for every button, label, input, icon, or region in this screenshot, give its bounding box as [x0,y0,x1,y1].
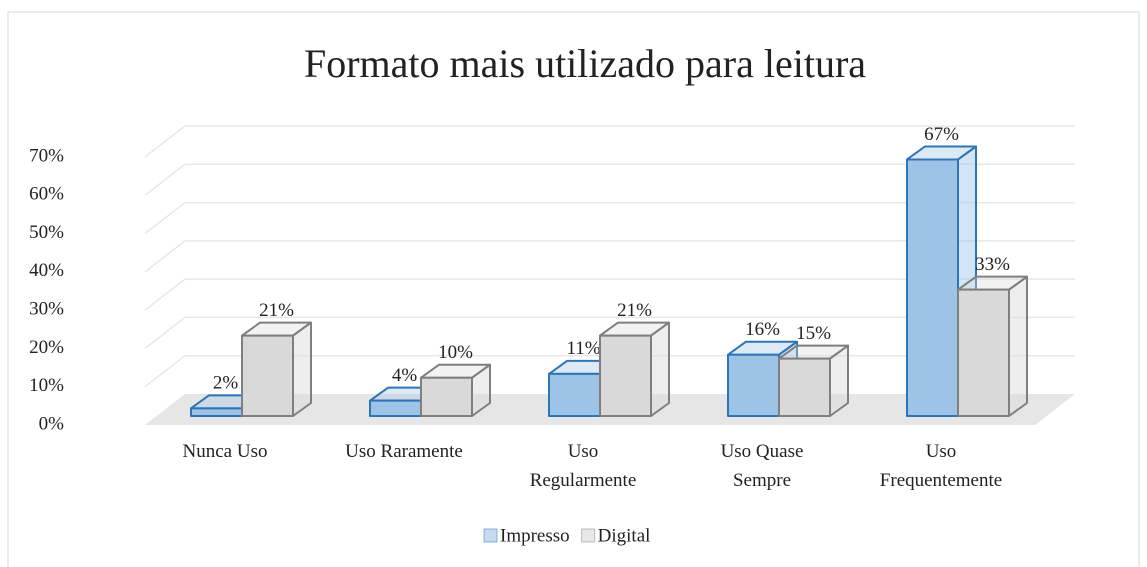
data-label: 15% [796,323,831,344]
y-tick-label: 0% [39,413,65,434]
bar-front [548,372,601,417]
bar-front [420,376,473,418]
legend-swatch [483,528,498,543]
data-label: 4% [392,365,418,386]
data-label: 16% [745,319,780,340]
bar-side [292,321,312,417]
y-tick-label: 20% [29,337,64,358]
bar-side [1008,275,1028,417]
bar [957,275,1028,417]
grid-line [144,201,1075,235]
grid-line [144,316,1075,350]
y-tick-label: 70% [29,145,64,166]
bar-front [906,158,959,417]
data-label: 21% [617,300,652,321]
bar-front [190,407,243,418]
bar [420,363,491,418]
bar-front [599,334,652,418]
grid-line [144,278,1075,311]
x-tick-label: Uso Regularmente [530,441,637,491]
x-tick-label: Uso Quase Sempre [721,441,804,491]
x-tick-label: Nunca Uso [183,441,268,462]
data-label: 11% [566,338,600,359]
legend-label: Impresso [500,525,570,546]
y-tick-label: 40% [29,260,64,281]
x-tick-label: Uso Frequentemente [880,441,1002,491]
bar [778,344,849,418]
bar-front [778,357,831,418]
y-tick-label: 50% [29,222,64,243]
data-label: 2% [213,373,239,394]
chart-title: Formato mais utilizado para leitura [304,41,866,86]
grid-line [144,125,1075,158]
bar [599,321,670,418]
grid-line [144,240,1075,273]
bar [241,321,312,418]
y-tick-label: 60% [29,184,64,205]
data-label: 33% [975,254,1010,275]
y-tick-label: 30% [29,299,64,320]
data-label: 67% [924,124,959,145]
data-label: 21% [259,300,294,321]
x-tick-label: Uso Raramente [345,441,463,462]
legend-swatch [581,528,596,543]
bar-side [650,321,670,417]
grid-line [144,163,1075,196]
y-tick-label: 10% [29,375,64,396]
legend-label: Digital [598,525,651,546]
data-label: 10% [438,342,473,363]
bar-front [241,334,294,418]
bar-front [727,353,780,417]
bar-front [957,288,1010,417]
bar-front [369,399,422,417]
